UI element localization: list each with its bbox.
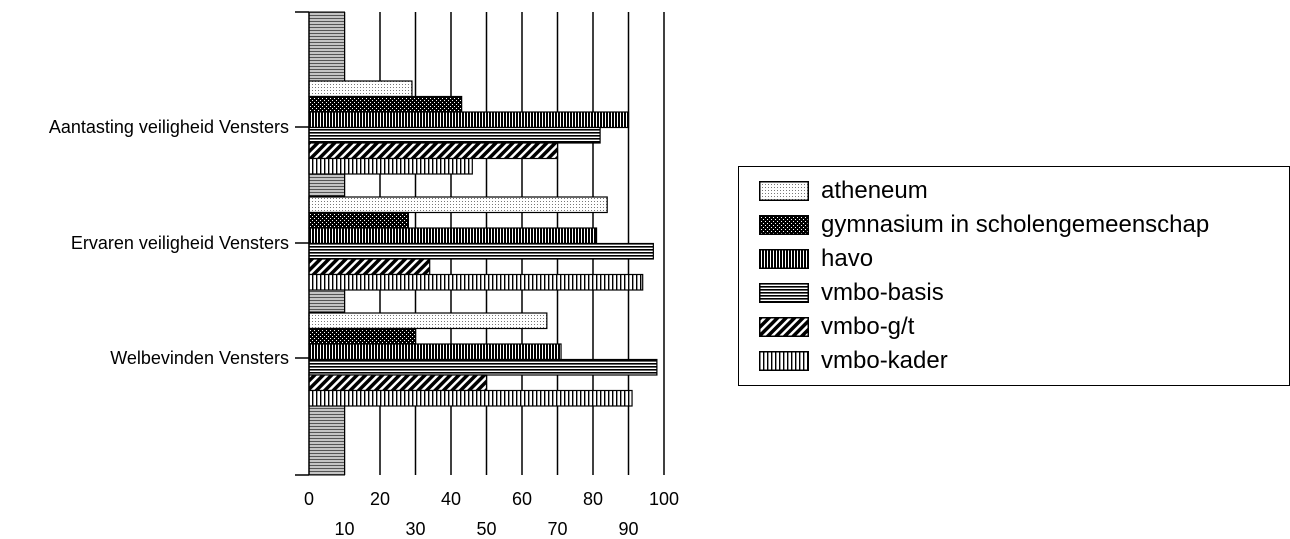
legend: atheneum gymnasium in scholengemeenschap h… (738, 166, 1290, 386)
bar-atheneum (308, 312, 548, 330)
bar-vmbo-g-t (308, 374, 488, 392)
bar-vmbo-kader (308, 389, 633, 407)
legend-label: vmbo-g/t (821, 313, 915, 340)
bar-vmbo-basis (308, 358, 658, 376)
legend-item: havo (759, 245, 874, 272)
x-tick-label: 0 (304, 489, 314, 509)
bar-vmbo-g-t (308, 258, 431, 276)
legend-label: vmbo-kader (821, 347, 948, 374)
bar-havo (308, 111, 630, 129)
bar-vmbo-g-t (308, 142, 559, 160)
category-label: Welbevinden Vensters (110, 348, 289, 368)
bar-atheneum (308, 80, 413, 98)
legend-label: vmbo-basis (821, 279, 944, 306)
legend-item: vmbo-basis (759, 279, 944, 306)
background-fill-bar (308, 173, 345, 197)
bar-gymnasium-in-scholengemeenschap (308, 211, 410, 229)
x-tick-label: 60 (512, 489, 532, 509)
bar-atheneum (308, 196, 608, 214)
legend-item: atheneum (759, 177, 928, 204)
legend-swatch-fill (759, 249, 809, 269)
bar-havo (308, 227, 598, 245)
legend-swatch-fill (759, 181, 809, 201)
legend-swatch-fill (759, 215, 809, 235)
legend-swatch-fill (759, 283, 809, 303)
legend-swatch (759, 317, 809, 337)
legend-swatch-fill (759, 351, 809, 371)
category-label: Aantasting veiligheid Vensters (49, 117, 289, 137)
axes-layer (295, 11, 310, 476)
background-fill-bar (308, 11, 345, 82)
background-fill-bar (308, 405, 345, 476)
labels-layer: Aantasting veiligheid Vensters Ervaren ve… (49, 117, 679, 539)
bar-gymnasium-in-scholengemeenschap (308, 95, 463, 113)
legend-label: gymnasium in scholengemeenschap (821, 211, 1210, 238)
legend-swatch (759, 215, 809, 235)
bars-layer (308, 11, 658, 476)
legend-label: atheneum (821, 177, 928, 204)
x-tick-label: 50 (476, 519, 496, 539)
legend-swatch (759, 351, 809, 371)
bar-havo (308, 343, 562, 361)
bar-vmbo-basis (308, 242, 654, 260)
x-tick-label: 40 (441, 489, 461, 509)
x-tick-label: 90 (618, 519, 638, 539)
legend-swatch (759, 249, 809, 269)
legend-item: vmbo-kader (759, 347, 948, 374)
legend-swatch-fill (759, 317, 809, 337)
category-label: Ervaren veiligheid Vensters (71, 233, 289, 253)
bar-gymnasium-in-scholengemeenschap (308, 327, 417, 345)
x-tick-label: 20 (370, 489, 390, 509)
legend-label: havo (821, 245, 874, 272)
legend-item: gymnasium in scholengemeenschap (759, 211, 1210, 238)
x-tick-label: 100 (649, 489, 679, 509)
legend-swatch (759, 181, 809, 201)
bar-vmbo-kader (308, 157, 473, 175)
legend-item: vmbo-g/t (759, 313, 915, 340)
bar-vmbo-kader (308, 273, 644, 291)
x-tick-label: 70 (547, 519, 567, 539)
bar-vmbo-basis (308, 126, 601, 144)
x-tick-label: 30 (405, 519, 425, 539)
x-tick-label: 10 (334, 519, 354, 539)
legend-swatch (759, 283, 809, 303)
x-tick-label: 80 (583, 489, 603, 509)
background-fill-bar (308, 289, 345, 313)
